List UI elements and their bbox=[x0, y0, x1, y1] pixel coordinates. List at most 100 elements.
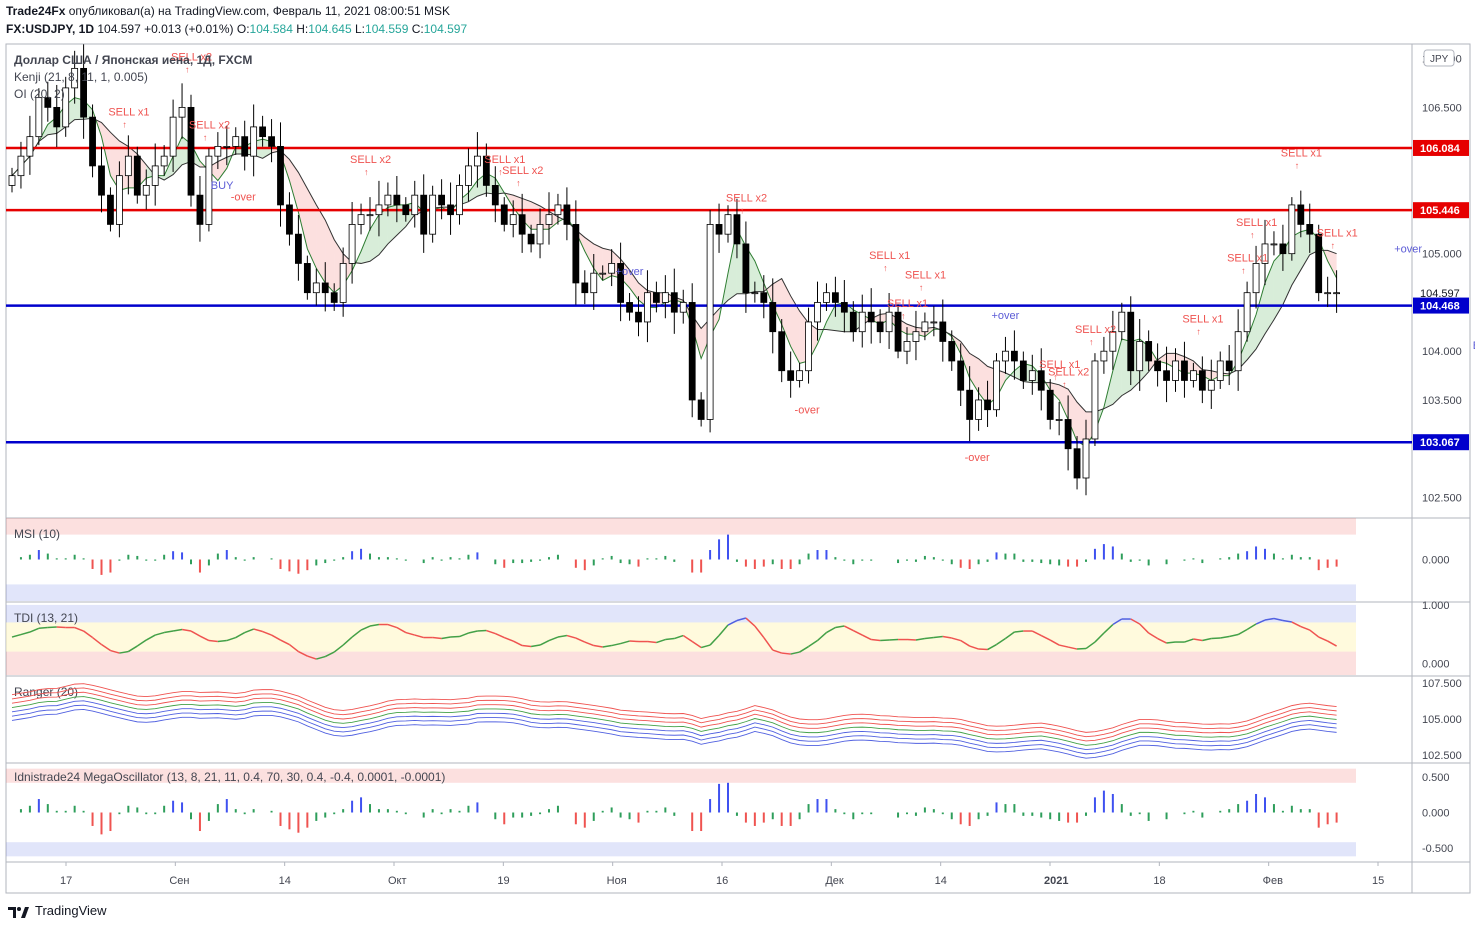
tdi-line-segment bbox=[405, 631, 415, 636]
candle-body bbox=[1028, 370, 1036, 381]
tdi-line-segment bbox=[503, 636, 514, 642]
tdi-line-segment bbox=[190, 630, 201, 637]
sell-signal-label: SELL x1 bbox=[1182, 313, 1223, 325]
tdi-line-segment bbox=[145, 634, 156, 641]
mega-panel[interactable]: Idnistrade24 MegaOscillator (13, 8, 21, … bbox=[6, 768, 1453, 857]
tdi-line-segment bbox=[280, 639, 290, 646]
tdi-line-segment bbox=[1005, 631, 1015, 640]
candle-body bbox=[706, 224, 714, 420]
tdi-line-segment bbox=[307, 655, 317, 660]
candle-body bbox=[1252, 263, 1260, 294]
candle-body bbox=[581, 282, 589, 294]
tdi-line-segment bbox=[1184, 638, 1194, 643]
candle-body bbox=[1002, 350, 1009, 362]
candle-body bbox=[44, 97, 52, 108]
candle-body bbox=[626, 302, 633, 313]
candle-body bbox=[572, 224, 580, 284]
sell-arrow-icon: ↑ bbox=[203, 132, 208, 142]
ranger-line bbox=[11, 708, 1337, 759]
candle-body bbox=[1297, 204, 1305, 225]
price-tick-label: 105.000 bbox=[1422, 249, 1462, 261]
tdi-line-segment bbox=[772, 649, 782, 654]
close-label: C: bbox=[411, 22, 424, 36]
tdi-line-segment bbox=[629, 640, 639, 643]
candle-body bbox=[232, 136, 240, 147]
tdi-line-segment bbox=[745, 617, 756, 627]
tdi-line-segment bbox=[288, 643, 299, 653]
tdi-line-segment bbox=[799, 645, 809, 653]
candle-body bbox=[688, 302, 696, 401]
candle-body bbox=[679, 302, 687, 313]
ribbon-segment bbox=[316, 204, 326, 283]
tdi-line-segment bbox=[20, 631, 31, 636]
tdi-panel[interactable]: TDI (13, 21) 1.000 0.000 bbox=[6, 600, 1450, 675]
ribbon-segment bbox=[754, 260, 764, 292]
ribbon-segment bbox=[1265, 260, 1274, 334]
tdi-line-segment bbox=[844, 625, 854, 632]
close-value: 104.597 bbox=[423, 22, 468, 36]
tradingview-logo-icon bbox=[8, 906, 29, 918]
candle-body bbox=[348, 224, 356, 264]
candle-body bbox=[1216, 360, 1224, 381]
sell-signal-label: SELL x1 bbox=[905, 270, 946, 282]
ribbon-segment bbox=[307, 188, 317, 269]
ribbon-segment bbox=[629, 269, 639, 301]
candle-body bbox=[930, 321, 938, 324]
ribbon-segment bbox=[325, 220, 335, 293]
tdi-line-segment bbox=[611, 642, 621, 647]
ranger-tick-label: 105.000 bbox=[1422, 714, 1462, 726]
over-signal-label: -over bbox=[965, 452, 990, 464]
sell-arrow-icon: ↑ bbox=[1295, 161, 1300, 171]
candle-body bbox=[796, 370, 803, 381]
tdi-line-segment bbox=[620, 640, 630, 645]
candle-body bbox=[760, 292, 768, 303]
candle-body bbox=[178, 106, 186, 118]
ribbon-segment bbox=[531, 201, 541, 230]
candle-body bbox=[62, 87, 70, 128]
tdi-line-segment bbox=[1014, 630, 1024, 633]
publisher-name: Trade24Fx bbox=[6, 4, 66, 18]
candle-body bbox=[330, 292, 338, 303]
sell-arrow-icon: ↑ bbox=[122, 119, 127, 129]
tdi-line-segment bbox=[942, 635, 952, 639]
candle-body bbox=[599, 272, 607, 275]
time-tick-label: 18 bbox=[1153, 875, 1165, 887]
candle-body bbox=[1011, 350, 1018, 362]
tdi-line-segment bbox=[1157, 637, 1167, 644]
tdi-line-segment bbox=[119, 650, 129, 654]
time-tick-label: 16 bbox=[716, 875, 728, 887]
msi-panel[interactable]: MSI (10) 0.000 bbox=[6, 518, 1450, 601]
price-panel[interactable]: ↑SELL x2↑SELL x2↑SELL x1↑SELL x2↑SELL x2… bbox=[6, 44, 1475, 496]
oi-legend: OI (20, 2) bbox=[14, 87, 65, 101]
candle-body bbox=[849, 311, 857, 333]
candle-body bbox=[303, 263, 311, 294]
price-tick-label: 106.500 bbox=[1422, 102, 1462, 114]
sell-arrow-icon: ↑ bbox=[919, 283, 924, 293]
sell-arrow-icon: ↑ bbox=[1062, 379, 1067, 389]
candle-body bbox=[357, 214, 365, 225]
candle-body bbox=[608, 263, 616, 274]
ribbon-segment bbox=[1077, 402, 1086, 447]
tdi-line-segment bbox=[1031, 630, 1042, 637]
candle-body bbox=[787, 370, 795, 381]
candle-body bbox=[1225, 360, 1233, 372]
tdi-line-segment bbox=[83, 630, 93, 639]
open-value: 104.584 bbox=[249, 22, 293, 36]
candle-body bbox=[1109, 331, 1117, 352]
tdi-line-segment bbox=[164, 630, 174, 634]
candle-body bbox=[259, 126, 267, 138]
candle-body bbox=[742, 243, 750, 294]
candle-body bbox=[715, 224, 723, 235]
tdi-line-segment bbox=[74, 626, 84, 632]
tdi-line-segment bbox=[1291, 621, 1302, 628]
labels: Доллар США / Японская иена, 1Д, FXCM Kenj… bbox=[14, 53, 252, 101]
tdi-line-segment bbox=[1148, 632, 1158, 640]
currency-badge bbox=[1423, 49, 1455, 67]
candle-body bbox=[912, 331, 920, 342]
tdi-line-segment bbox=[154, 631, 165, 636]
tdi-line-segment bbox=[709, 635, 720, 646]
candle-body bbox=[420, 194, 428, 235]
tdi-line-segment bbox=[1112, 618, 1123, 626]
